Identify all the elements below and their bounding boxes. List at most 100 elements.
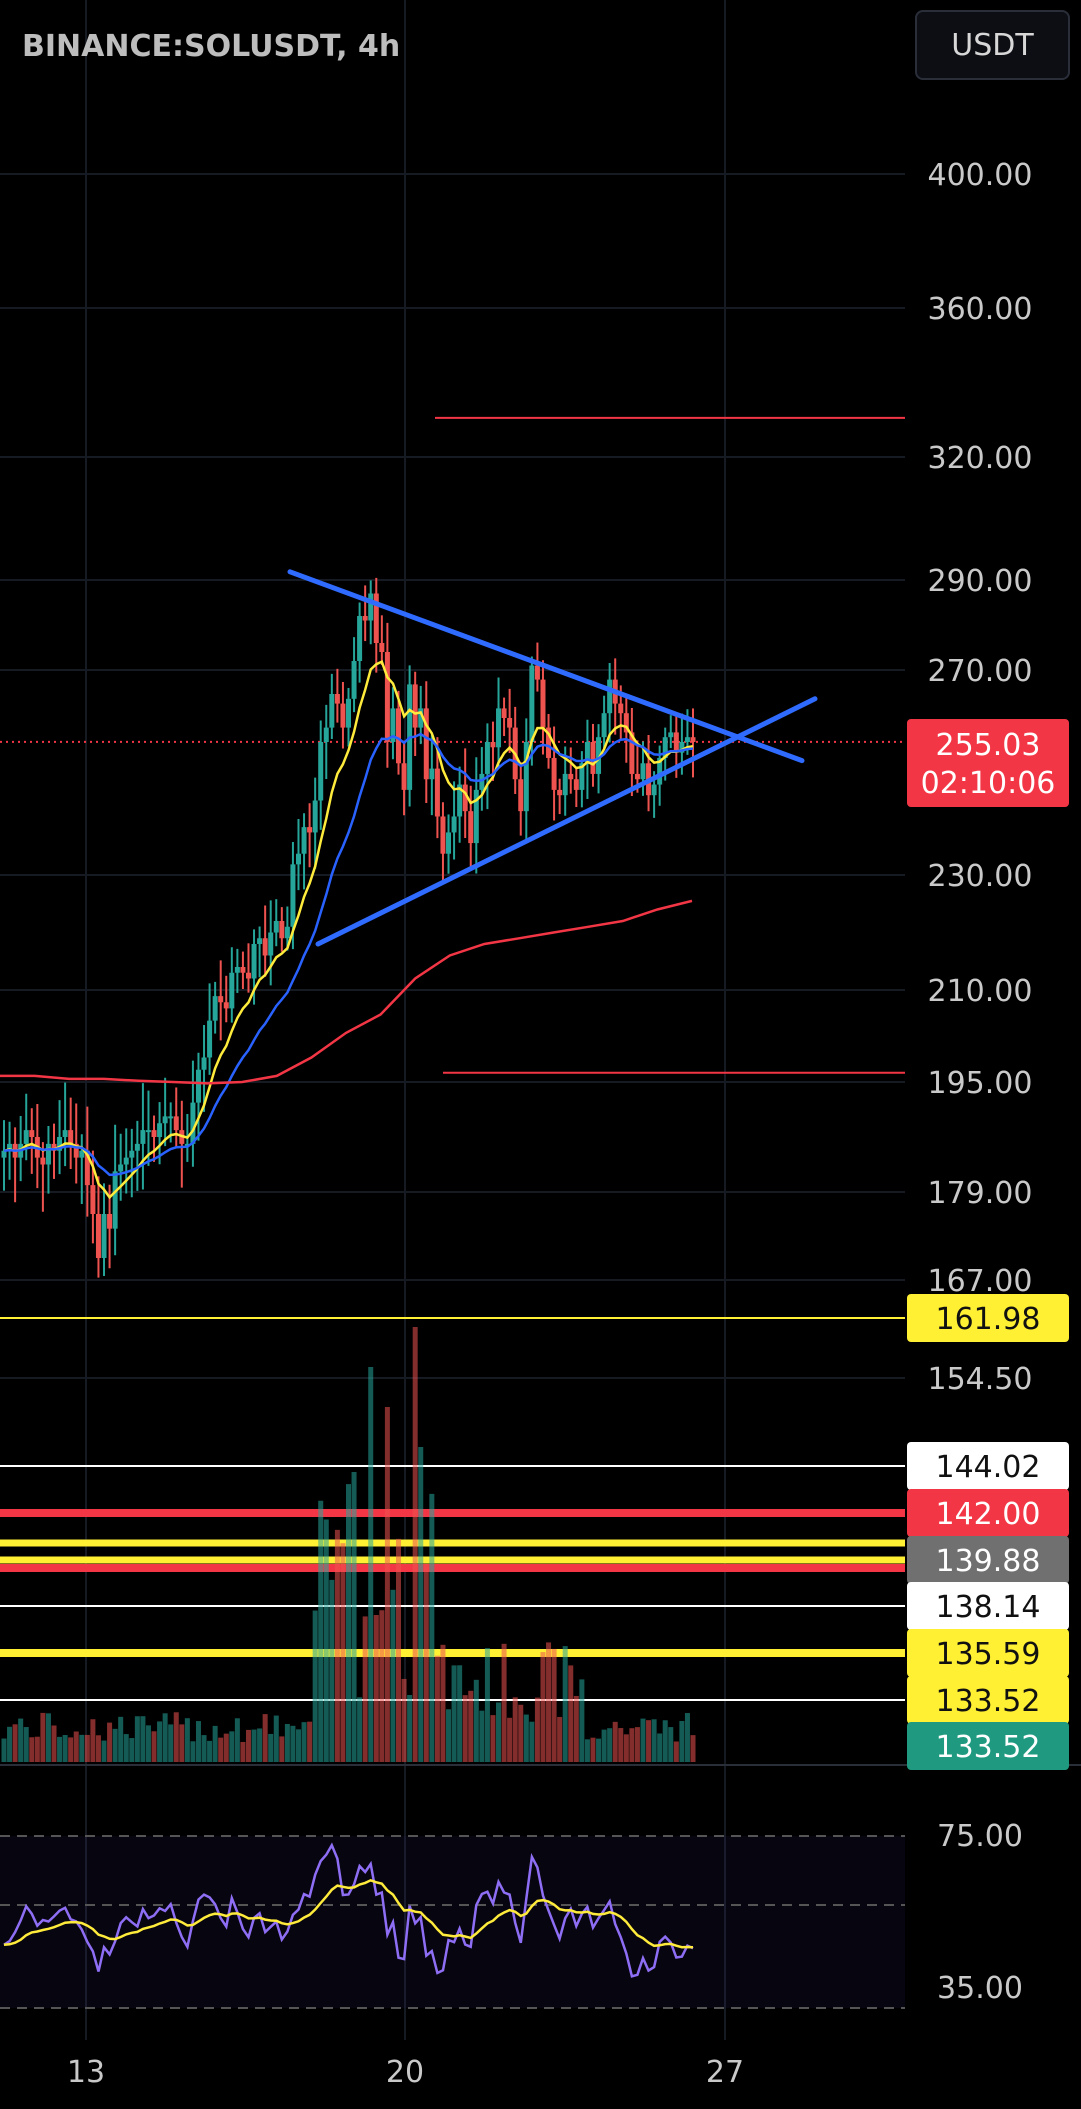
candle-body: [484, 742, 490, 774]
volume-bar: [579, 1679, 585, 1762]
volume-bar: [368, 1367, 374, 1762]
volume-bar: [562, 1646, 568, 1762]
candle-body: [473, 789, 479, 844]
price-tag-value: 139.88: [936, 1544, 1041, 1579]
candle-body: [334, 694, 340, 704]
volume-bar: [1, 1738, 7, 1762]
volume-bar: [601, 1729, 607, 1762]
candle-body: [323, 727, 329, 742]
candle-body: [468, 811, 474, 844]
candle-body: [140, 1130, 146, 1144]
volume-bar: [140, 1716, 146, 1762]
candle-body: [568, 773, 574, 780]
candle-body: [690, 737, 696, 742]
candle-body: [262, 938, 268, 956]
candle-body: [151, 1130, 157, 1137]
price-axis-label: 195.00: [928, 1066, 1033, 1101]
volume-bar: [95, 1735, 101, 1762]
volume-bar: [462, 1695, 468, 1762]
candle-body: [579, 763, 585, 790]
volume-bar: [73, 1731, 79, 1762]
volume-bar: [29, 1737, 35, 1762]
volume-bar: [123, 1734, 129, 1762]
candle-body: [157, 1123, 163, 1137]
candle-body: [118, 1164, 124, 1172]
volume-bar: [201, 1735, 207, 1762]
candle-body: [7, 1143, 13, 1151]
candle-body: [390, 708, 396, 742]
price-tag: [907, 1676, 1069, 1724]
candle-body: [240, 967, 246, 973]
volume-bar: [423, 1563, 429, 1762]
volume-bar: [84, 1734, 90, 1762]
candle-body: [284, 926, 290, 939]
volume-bar: [568, 1665, 574, 1762]
candle-body: [462, 784, 468, 812]
candle-body: [423, 708, 429, 780]
volume-bar: [268, 1733, 274, 1762]
volume-bar: [168, 1724, 174, 1762]
price-tag: [907, 1294, 1069, 1342]
volume-bar: [662, 1720, 668, 1762]
volume-bar: [479, 1710, 485, 1762]
candle-body: [295, 853, 301, 865]
volume-bar: [218, 1737, 224, 1762]
volume-bar: [12, 1724, 18, 1762]
candle-body: [590, 742, 596, 774]
volume-bar: [412, 1327, 418, 1762]
volume-bar: [357, 1697, 363, 1762]
currency-button[interactable]: USDT: [915, 10, 1070, 80]
candle-body: [490, 742, 496, 748]
volume-bar: [101, 1740, 107, 1762]
candle-body: [351, 661, 357, 699]
candle-body: [95, 1214, 101, 1258]
candle-body: [307, 827, 313, 833]
volume-bar: [329, 1579, 335, 1762]
candle-body: [507, 718, 513, 728]
volume-bar: [257, 1728, 263, 1762]
candle-body: [501, 708, 507, 718]
rsi-band: [0, 1836, 905, 2008]
volume-bar: [312, 1610, 318, 1762]
volume-bar: [623, 1734, 629, 1762]
candle-body: [223, 1002, 229, 1009]
candle-body: [573, 779, 579, 790]
volume-bar: [290, 1725, 296, 1762]
volume-bar: [429, 1493, 435, 1762]
volume-bar: [51, 1725, 57, 1762]
rsi-axis-label: 35.00: [937, 1971, 1023, 2006]
volume-bar: [584, 1739, 590, 1762]
volume-bar: [512, 1697, 518, 1762]
volume-bar: [251, 1729, 257, 1762]
candle-body: [290, 864, 296, 927]
volume-bar: [279, 1736, 285, 1762]
volume-bar: [684, 1713, 690, 1762]
candle-body: [418, 708, 424, 728]
volume-bar: [7, 1726, 13, 1762]
volume-bar: [490, 1715, 496, 1762]
candle-body: [479, 773, 485, 790]
candle-body: [434, 768, 440, 817]
candle-body: [234, 967, 240, 973]
candle-body: [129, 1150, 135, 1158]
candle-body: [162, 1116, 168, 1124]
candle-body: [518, 779, 524, 812]
volume-bar: [407, 1694, 413, 1762]
volume-bar: [590, 1737, 596, 1762]
volume-bar: [618, 1728, 624, 1762]
price-tag: [907, 1442, 1069, 1490]
volume-bar: [318, 1500, 324, 1762]
candle-body: [529, 665, 535, 742]
price-tag-value: 161.98: [936, 1302, 1041, 1337]
price-axis-label: 270.00: [928, 654, 1033, 689]
candle-body: [273, 921, 279, 933]
candle-body: [357, 616, 363, 661]
candle-body: [257, 938, 263, 944]
candle-body: [218, 996, 224, 1003]
ema-fast-line: [3, 660, 694, 1200]
volume-bar: [340, 1543, 346, 1762]
candle-body: [440, 816, 446, 854]
candle-body: [584, 742, 590, 764]
